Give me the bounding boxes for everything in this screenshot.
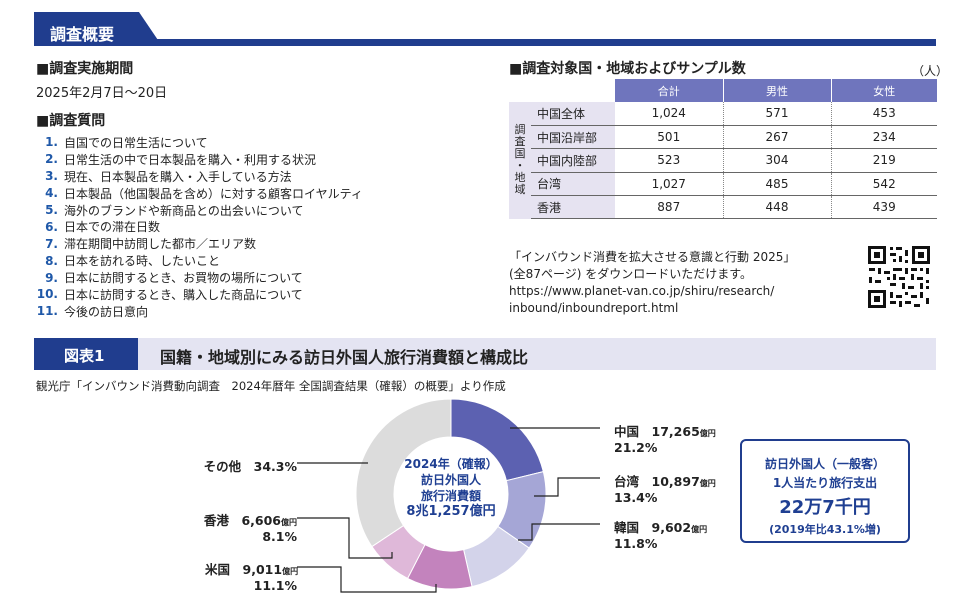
donut-chart: [355, 398, 547, 590]
question-item: 6. 日本での滞在日数: [45, 219, 161, 235]
period-heading: ■調査実施期間: [36, 61, 134, 77]
donut-total: 8兆1,257億円: [406, 504, 496, 519]
sample-heading: ■調査対象国・地域およびサンプル数: [509, 61, 746, 77]
callout-amount: 22万7千円: [779, 497, 871, 518]
question-item: 9. 日本に訪問するとき、お買物の場所について: [45, 270, 303, 286]
question-item: 8. 日本を訪れる時、したいこと: [45, 253, 221, 269]
figure-tab: 図表1: [34, 338, 138, 370]
figure-source: 観光庁「インバウンド消費動向調査 2024年暦年 全国調査結果（確報）の概要」よ…: [36, 379, 506, 393]
question-item: 1. 自国での日常生活について: [45, 135, 208, 150]
callout-note: (2019年比43.1%増): [769, 523, 881, 536]
table-row: 調査国・地域 中国全体 1,024 571 453: [509, 102, 937, 219]
question-item: 10. 日本に訪問するとき、購入した商品について: [36, 287, 303, 302]
table-row: 香港 887 448 439: [509, 195, 937, 220]
figure-title: 国籍・地域別にみる訪日外国人旅行消費額と構成比: [160, 348, 529, 367]
question-item: 7. 滞在期間中訪問した都市／エリア数: [45, 236, 257, 252]
column-header: 女性: [830, 79, 937, 102]
download-info: 「インバウンド消費を拡大させる意識と行動 2025」 (全87ページ) をダウン…: [509, 249, 849, 317]
table-row: 中国沿岸部 501 267 234: [509, 125, 937, 150]
download-url[interactable]: https://www.planet-van.co.jp/shiru/resea…: [509, 284, 775, 298]
question-item: 11. 今後の訪日意向: [36, 304, 149, 319]
download-url[interactable]: inbound/inboundreport.html: [509, 301, 679, 315]
donut-slice-5: [355, 398, 452, 548]
page-title: 調査概要: [34, 12, 162, 46]
column-header: 男性: [722, 79, 831, 102]
figure-header-bar: [34, 338, 936, 370]
slice-label-taiwan: 台湾 10,897億円 13.4%: [614, 474, 716, 505]
per-capita-callout: 訪日外国人（一般客） 1人当たり旅行支出 22万7千円 (2019年比43.1%…: [740, 439, 910, 543]
table-row: 中国内陸部 523 304 219: [509, 148, 937, 173]
period-value: 2025年2月7日～20日: [36, 86, 168, 101]
questions-list: 1. 自国での日常生活について 2. 日常生活の中で日本製品を購入・利用する状況 3…: [36, 134, 456, 320]
unit-label: （人）: [912, 64, 949, 78]
slice-label-hongkong: 香港 6,606億円 8.1%: [203, 513, 297, 544]
question-item: 4. 日本製品（他国製品を含め）に対する顧客ロイヤルティ: [45, 186, 363, 201]
table-row: 台湾 1,027 485 542: [509, 172, 937, 197]
question-item: 2. 日常生活の中で日本製品を購入・利用する状況: [45, 152, 317, 167]
region-vertical-label: 調査国・地域: [509, 102, 531, 219]
table-header-row: 合計 男性 女性: [509, 79, 937, 102]
slice-label-usa: 米国 9,011億円 11.1%: [205, 562, 299, 593]
questions-heading: ■調査質問: [36, 113, 106, 129]
header-rule: [34, 39, 936, 46]
qr-code-icon[interactable]: [866, 244, 932, 310]
question-item: 5. 海外のブランドや新商品との出会いについて: [45, 203, 304, 218]
sample-table: 合計 男性 女性 調査国・地域 中国全体 1,024 571 453 中国沿岸部…: [509, 79, 937, 220]
column-header: 合計: [615, 79, 723, 102]
slice-label-other: その他 34.3%: [203, 459, 297, 474]
slice-label-korea: 韓国 9,602億円 11.8%: [614, 520, 708, 551]
slice-label-china: 中国 17,265億円 21.2%: [614, 424, 716, 455]
question-item: 3. 現在、日本製品を購入・入手している方法: [45, 169, 292, 184]
donut-center-label: 2024年（確報） 訪日外国人 旅行消費額 8兆1,257億円: [395, 456, 507, 520]
